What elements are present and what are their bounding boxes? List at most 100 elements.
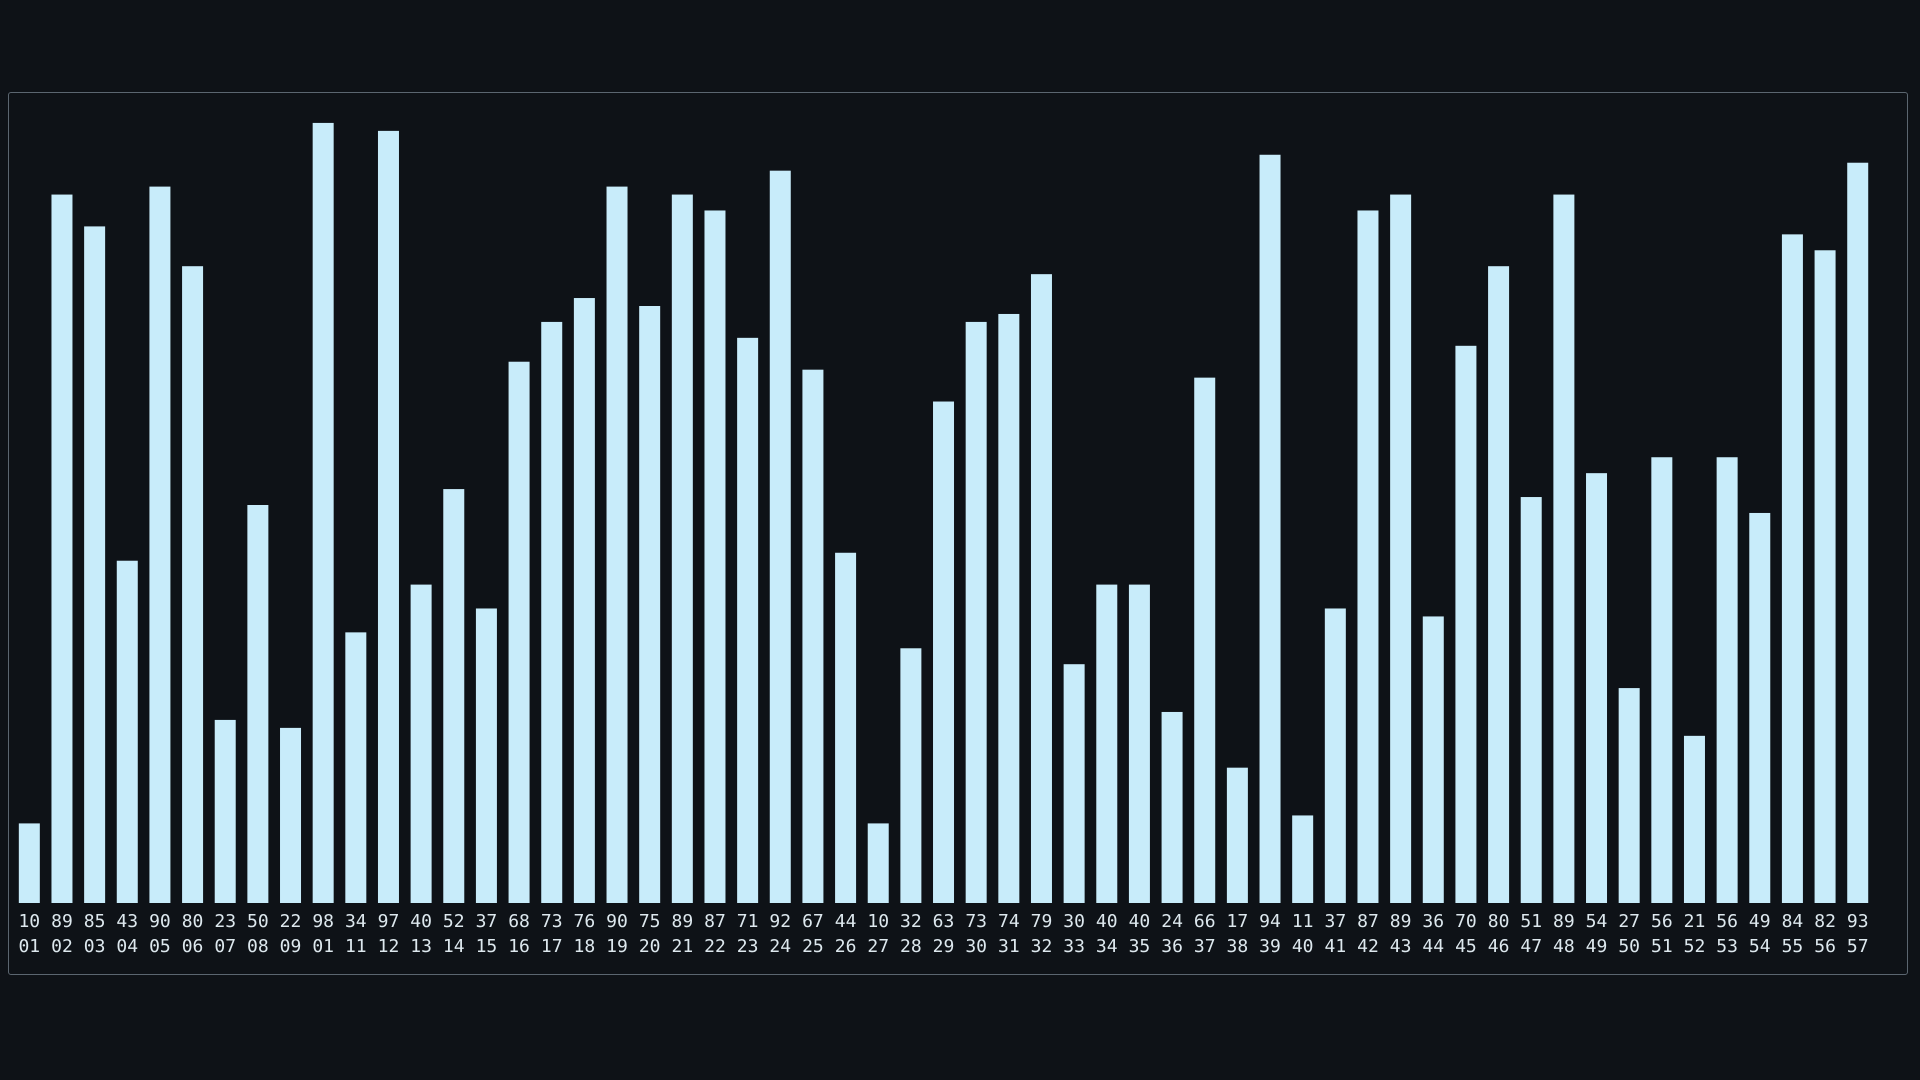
bar-7 (214, 719, 236, 903)
category-label-18: 18 (574, 936, 596, 957)
category-label-13: 13 (410, 936, 432, 957)
value-label-47: 51 (1520, 911, 1542, 932)
bar-27 (867, 823, 889, 903)
category-label-53: 53 (1716, 936, 1738, 957)
value-label-13: 40 (410, 911, 432, 932)
bar-20 (639, 306, 661, 903)
value-label-23: 71 (737, 911, 759, 932)
bar-43 (1390, 194, 1412, 903)
bar-48 (1553, 194, 1575, 903)
bar-14 (443, 489, 465, 903)
bar-36 (1161, 711, 1183, 903)
category-label-10: 01 (312, 936, 334, 957)
value-label-34: 40 (1096, 911, 1118, 932)
category-label-25: 25 (802, 936, 824, 957)
value-label-20: 75 (639, 911, 661, 932)
value-label-3: 85 (84, 911, 106, 932)
category-label-33: 33 (1063, 936, 1085, 957)
bar-57 (1847, 162, 1869, 904)
value-label-48: 89 (1553, 911, 1575, 932)
bar-19 (606, 186, 628, 904)
bar-26 (835, 552, 857, 903)
category-label-29: 29 (933, 936, 955, 957)
bar-54 (1749, 512, 1771, 903)
category-label-12: 12 (378, 936, 400, 957)
value-label-2: 89 (51, 911, 73, 932)
category-label-50: 50 (1618, 936, 1640, 957)
bar-46 (1488, 266, 1510, 903)
category-label-46: 46 (1488, 936, 1510, 957)
value-label-50: 27 (1618, 911, 1640, 932)
category-label-51: 51 (1651, 936, 1673, 957)
bar-21 (671, 194, 693, 903)
category-label-42: 42 (1357, 936, 1379, 957)
category-label-47: 47 (1520, 936, 1542, 957)
value-label-51: 56 (1651, 911, 1673, 932)
value-label-31: 74 (998, 911, 1020, 932)
value-label-55: 84 (1782, 911, 1804, 932)
value-label-28: 32 (900, 911, 922, 932)
category-label-40: 40 (1292, 936, 1314, 957)
bar-3 (84, 226, 106, 903)
bar-15 (475, 608, 497, 903)
bar-13 (410, 584, 432, 903)
value-label-33: 30 (1063, 911, 1085, 932)
value-label-26: 44 (835, 911, 857, 932)
bar-33 (1063, 664, 1085, 903)
category-label-49: 49 (1586, 936, 1608, 957)
bar-32 (1030, 274, 1052, 903)
category-label-9: 09 (280, 936, 302, 957)
value-label-40: 11 (1292, 911, 1314, 932)
bar-23 (737, 337, 759, 904)
category-label-27: 27 (867, 936, 889, 957)
bar-17 (541, 321, 563, 903)
bar-25 (802, 369, 824, 903)
category-label-2: 02 (51, 936, 73, 957)
value-label-7: 23 (214, 911, 236, 932)
bar-50 (1618, 688, 1640, 903)
value-label-35: 40 (1129, 911, 1151, 932)
value-label-21: 89 (671, 911, 693, 932)
category-label-32: 32 (1031, 936, 1053, 957)
bar-24 (769, 170, 791, 903)
bar-1 (18, 823, 40, 903)
bar-41 (1324, 608, 1346, 903)
category-label-28: 28 (900, 936, 922, 957)
value-label-14: 52 (443, 911, 465, 932)
bar-29 (933, 401, 955, 903)
category-label-34: 34 (1096, 936, 1118, 957)
category-label-36: 36 (1161, 936, 1183, 957)
category-label-4: 04 (116, 936, 138, 957)
bar-38 (1226, 767, 1248, 903)
value-label-30: 73 (965, 911, 987, 932)
bar-6 (182, 266, 204, 903)
value-label-54: 49 (1749, 911, 1771, 932)
value-label-17: 73 (541, 911, 563, 932)
category-label-8: 08 (247, 936, 269, 957)
category-label-44: 44 (1422, 936, 1444, 957)
category-label-22: 22 (704, 936, 726, 957)
category-label-7: 07 (214, 936, 236, 957)
bar-4 (116, 560, 138, 903)
value-labels-group: 10 89 85 43 90 80 23 50 22 98 34 97 40 52 37 68 73 76 90 75… (18, 911, 1868, 932)
value-label-56: 82 (1814, 911, 1836, 932)
bar-44 (1422, 616, 1444, 903)
value-label-8: 50 (247, 911, 269, 932)
category-label-56: 56 (1814, 936, 1836, 957)
category-label-5: 05 (149, 936, 171, 957)
value-label-16: 68 (508, 911, 530, 932)
bar-45 (1455, 345, 1477, 903)
category-label-15: 15 (476, 936, 498, 957)
value-label-25: 67 (802, 911, 824, 932)
value-label-36: 24 (1161, 911, 1183, 932)
category-label-39: 39 (1259, 936, 1281, 957)
chart-frame: 10 89 85 43 90 80 23 50 22 98 34 97 40 52 37 68 73 76 90 75… (8, 92, 1908, 975)
value-label-4: 43 (116, 911, 138, 932)
bar-31 (998, 313, 1020, 903)
bar-5 (149, 186, 171, 904)
category-label-26: 26 (835, 936, 857, 957)
bar-56 (1814, 250, 1836, 903)
value-label-46: 80 (1488, 911, 1510, 932)
value-label-41: 37 (1324, 911, 1346, 932)
category-labels-group: 01 02 03 04 05 06 07 08 09 01 11 12 13 14 15 16 17 18 19 20… (18, 936, 1868, 957)
